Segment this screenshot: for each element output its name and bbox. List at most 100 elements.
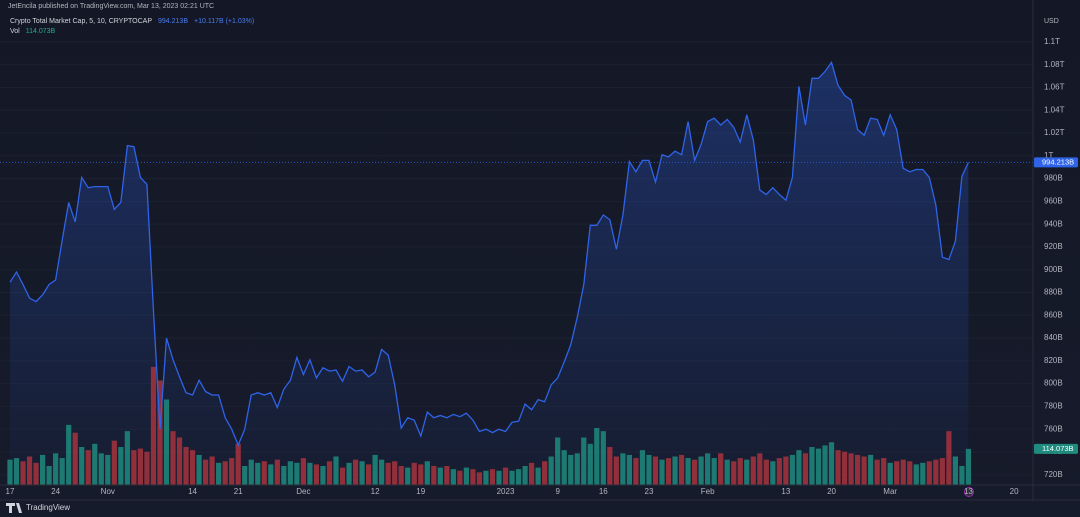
x-tick-label: Mar [883, 487, 897, 496]
y-tick-label: 840B [1044, 333, 1063, 342]
x-tick-label: 23 [645, 487, 654, 496]
volume-bar [913, 464, 919, 485]
series-name: Crypto Total Market Cap, 5, 10, CRYPTOCA… [10, 18, 254, 25]
price-tag [1034, 157, 1078, 168]
volume-bar [7, 459, 13, 485]
volume-bar [796, 450, 802, 485]
volume-bar [770, 461, 776, 485]
volume-bar [750, 456, 756, 485]
volume-bar [776, 458, 782, 485]
volume-bar [313, 464, 320, 485]
volume-bar [339, 467, 346, 485]
volume-bar [744, 459, 750, 485]
volume-bar [946, 431, 952, 485]
volume-bar [366, 464, 372, 485]
volume-bar [868, 454, 874, 485]
volume-bar [385, 462, 391, 485]
volume-bar [496, 470, 502, 485]
y-tick-label: 1.04T [1044, 105, 1065, 114]
volume-bar [203, 459, 209, 485]
volume-bar [861, 456, 867, 485]
vol-name: Vol [10, 28, 20, 35]
volume-bar [372, 454, 378, 485]
volume-bar [646, 454, 652, 485]
volume-bar [529, 462, 535, 485]
volume-bar [731, 461, 737, 485]
logo [6, 503, 22, 513]
volume-bar [170, 431, 176, 485]
vol-value: 114.073B [26, 28, 56, 35]
price-tag-label: 994.213B [1042, 157, 1074, 166]
volume-bar [196, 454, 202, 485]
volume-bar [379, 459, 385, 485]
x-tick-label: 20 [827, 487, 836, 496]
volume-bar [522, 466, 528, 485]
y-tick-label: 820B [1044, 356, 1063, 365]
volume-bar [144, 451, 150, 485]
brand: TradingView [26, 503, 70, 512]
volume-bar [59, 458, 65, 485]
volume-bar [705, 453, 711, 485]
x-tick-label: 24 [51, 487, 60, 496]
volume-bar [92, 443, 98, 485]
volume-tag [1034, 443, 1078, 454]
volume-bar [835, 450, 841, 485]
volume-bar [346, 462, 352, 485]
volume-bar [66, 424, 72, 485]
volume-bar [411, 462, 417, 485]
volume-bar [287, 461, 293, 485]
volume-bar [626, 454, 632, 485]
volume-bar [320, 466, 326, 485]
area-fill [10, 62, 969, 486]
volume-bar [952, 456, 958, 485]
volume-bar [189, 450, 196, 485]
x-tick-label: 17 [6, 487, 15, 496]
volume-bar [515, 469, 522, 485]
volume-bar [359, 461, 365, 485]
volume-bar [659, 459, 665, 485]
volume-bar [926, 461, 932, 485]
volume-bar [424, 461, 430, 485]
volume-bar [437, 467, 443, 485]
volume-bar [483, 470, 489, 485]
volume-bar [85, 450, 91, 485]
x-tick-label: 16 [599, 487, 608, 496]
volume-bar [718, 453, 724, 485]
volume-bar [431, 466, 437, 485]
x-tick-label: 2023 [497, 487, 515, 496]
y-tick-label: 800B [1044, 379, 1063, 388]
volume-bar [405, 467, 411, 485]
volume-bar [939, 458, 945, 485]
volume-bar [555, 437, 561, 485]
volume-bar [281, 466, 287, 485]
volume-bar [268, 464, 274, 485]
volume-bar [229, 458, 235, 485]
volume-bar [711, 458, 717, 485]
x-tick-label: Feb [701, 487, 715, 496]
volume-bar [874, 459, 880, 485]
y-tick-label: 1T [1044, 151, 1053, 160]
volume-bar [965, 448, 972, 485]
volume-tag-label: 114.073B [1042, 444, 1074, 453]
x-tick-label: Nov [101, 487, 115, 496]
volume-bar [633, 458, 639, 485]
currency: USD [1044, 18, 1059, 25]
volume-bar [757, 453, 763, 485]
volume-bar [568, 454, 574, 485]
volume-bar [692, 459, 698, 485]
y-tick-label: 1.1T [1044, 37, 1060, 46]
volume-bar [724, 459, 730, 485]
volume-bar [535, 467, 541, 485]
volume-bar [242, 466, 248, 485]
volume-bar [678, 454, 685, 485]
volume-bar [40, 454, 46, 485]
y-tick-label: 900B [1044, 265, 1063, 274]
volume-bar [398, 466, 404, 485]
volume-bar [124, 431, 130, 485]
volume-bar [463, 467, 469, 485]
event-icon[interactable] [964, 487, 974, 497]
volume-bar [594, 428, 600, 485]
volume-bar [326, 461, 333, 485]
volume-bar [639, 450, 646, 485]
